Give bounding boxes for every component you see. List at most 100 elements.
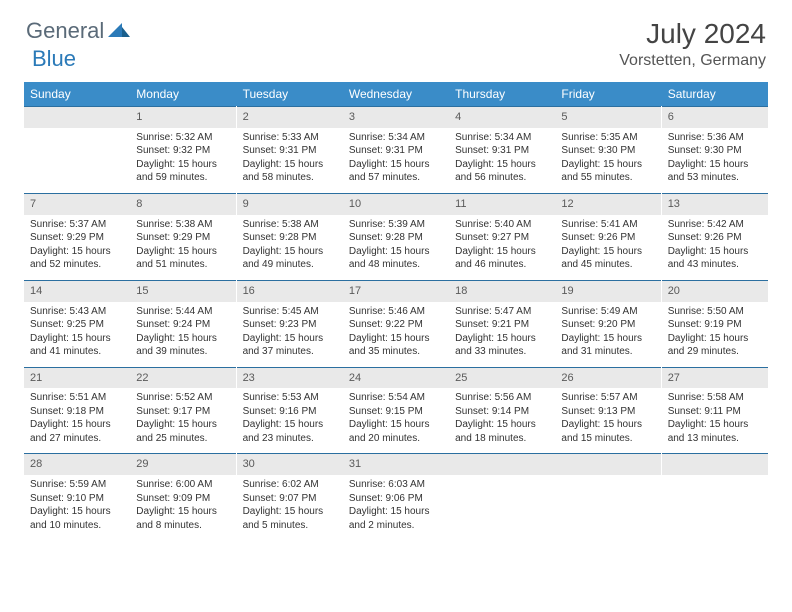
- sunrise-text: Sunrise: 5:53 AM: [243, 391, 337, 405]
- day-data: [662, 475, 768, 531]
- sunset-text: Sunset: 9:22 PM: [349, 318, 443, 332]
- day-cell: [449, 453, 555, 540]
- dayhead-wed: Wednesday: [343, 82, 449, 106]
- day-data: Sunrise: 5:34 AMSunset: 9:31 PMDaylight:…: [449, 128, 555, 193]
- week-row: 21Sunrise: 5:51 AMSunset: 9:18 PMDayligh…: [24, 367, 768, 454]
- day-data: Sunrise: 6:03 AMSunset: 9:06 PMDaylight:…: [343, 475, 449, 540]
- sunrise-text: Sunrise: 5:37 AM: [30, 218, 124, 232]
- day-number: 12: [555, 193, 661, 215]
- day-data: Sunrise: 5:40 AMSunset: 9:27 PMDaylight:…: [449, 215, 555, 280]
- day-number: 6: [662, 106, 768, 128]
- sunset-text: Sunset: 9:13 PM: [561, 405, 655, 419]
- day-cell: 30Sunrise: 6:02 AMSunset: 9:07 PMDayligh…: [237, 453, 343, 540]
- day-cell: [555, 453, 661, 540]
- sunrise-text: Sunrise: 5:59 AM: [30, 478, 124, 492]
- sunrise-text: Sunrise: 5:35 AM: [561, 131, 655, 145]
- sunrise-text: Sunrise: 5:58 AM: [668, 391, 762, 405]
- day-cell: 7Sunrise: 5:37 AMSunset: 9:29 PMDaylight…: [24, 193, 130, 280]
- sunset-text: Sunset: 9:06 PM: [349, 492, 443, 506]
- sunrise-text: Sunrise: 5:56 AM: [455, 391, 549, 405]
- day-data: [555, 475, 661, 531]
- sunset-text: Sunset: 9:11 PM: [668, 405, 762, 419]
- day-number: 8: [130, 193, 236, 215]
- week-row: 28Sunrise: 5:59 AMSunset: 9:10 PMDayligh…: [24, 453, 768, 540]
- day-data: Sunrise: 5:42 AMSunset: 9:26 PMDaylight:…: [662, 215, 768, 280]
- sunset-text: Sunset: 9:09 PM: [136, 492, 230, 506]
- sunset-text: Sunset: 9:14 PM: [455, 405, 549, 419]
- sunrise-text: Sunrise: 5:50 AM: [668, 305, 762, 319]
- day-cell: 28Sunrise: 5:59 AMSunset: 9:10 PMDayligh…: [24, 453, 130, 540]
- sunset-text: Sunset: 9:31 PM: [455, 144, 549, 158]
- sunrise-text: Sunrise: 5:51 AM: [30, 391, 124, 405]
- day-data: [24, 128, 130, 184]
- day-cell: 9Sunrise: 5:38 AMSunset: 9:28 PMDaylight…: [237, 193, 343, 280]
- sunset-text: Sunset: 9:26 PM: [668, 231, 762, 245]
- daylight-text: Daylight: 15 hours and 56 minutes.: [455, 158, 549, 185]
- day-cell: 6Sunrise: 5:36 AMSunset: 9:30 PMDaylight…: [662, 106, 768, 193]
- logo-text-2: Blue: [32, 46, 76, 72]
- daylight-text: Daylight: 15 hours and 8 minutes.: [136, 505, 230, 532]
- daylight-text: Daylight: 15 hours and 57 minutes.: [349, 158, 443, 185]
- day-data: Sunrise: 5:32 AMSunset: 9:32 PMDaylight:…: [130, 128, 236, 193]
- sunrise-text: Sunrise: 5:54 AM: [349, 391, 443, 405]
- day-cell: 11Sunrise: 5:40 AMSunset: 9:27 PMDayligh…: [449, 193, 555, 280]
- sunrise-text: Sunrise: 5:45 AM: [243, 305, 337, 319]
- day-cell: 18Sunrise: 5:47 AMSunset: 9:21 PMDayligh…: [449, 280, 555, 367]
- daylight-text: Daylight: 15 hours and 35 minutes.: [349, 332, 443, 359]
- day-data: Sunrise: 5:43 AMSunset: 9:25 PMDaylight:…: [24, 302, 130, 367]
- sunset-text: Sunset: 9:26 PM: [561, 231, 655, 245]
- sunrise-text: Sunrise: 5:40 AM: [455, 218, 549, 232]
- daylight-text: Daylight: 15 hours and 25 minutes.: [136, 418, 230, 445]
- sunset-text: Sunset: 9:21 PM: [455, 318, 549, 332]
- sunset-text: Sunset: 9:15 PM: [349, 405, 443, 419]
- location: Vorstetten, Germany: [619, 52, 766, 70]
- day-data: Sunrise: 5:35 AMSunset: 9:30 PMDaylight:…: [555, 128, 661, 193]
- day-data: Sunrise: 5:37 AMSunset: 9:29 PMDaylight:…: [24, 215, 130, 280]
- dayhead-sat: Saturday: [662, 82, 768, 106]
- sunset-text: Sunset: 9:31 PM: [349, 144, 443, 158]
- sunrise-text: Sunrise: 5:36 AM: [668, 131, 762, 145]
- daylight-text: Daylight: 15 hours and 5 minutes.: [243, 505, 337, 532]
- daylight-text: Daylight: 15 hours and 53 minutes.: [668, 158, 762, 185]
- day-number: 16: [237, 280, 343, 302]
- day-number: 3: [343, 106, 449, 128]
- sunrise-text: Sunrise: 5:43 AM: [30, 305, 124, 319]
- daylight-text: Daylight: 15 hours and 20 minutes.: [349, 418, 443, 445]
- day-cell: 20Sunrise: 5:50 AMSunset: 9:19 PMDayligh…: [662, 280, 768, 367]
- day-number: 9: [237, 193, 343, 215]
- day-number: 14: [24, 280, 130, 302]
- daylight-text: Daylight: 15 hours and 51 minutes.: [136, 245, 230, 272]
- day-cell: [662, 453, 768, 540]
- daylight-text: Daylight: 15 hours and 49 minutes.: [243, 245, 337, 272]
- sunset-text: Sunset: 9:23 PM: [243, 318, 337, 332]
- sunrise-text: Sunrise: 5:42 AM: [668, 218, 762, 232]
- sunrise-text: Sunrise: 5:34 AM: [455, 131, 549, 145]
- sunset-text: Sunset: 9:29 PM: [30, 231, 124, 245]
- sunrise-text: Sunrise: 5:38 AM: [136, 218, 230, 232]
- sunset-text: Sunset: 9:20 PM: [561, 318, 655, 332]
- sunset-text: Sunset: 9:25 PM: [30, 318, 124, 332]
- sunrise-text: Sunrise: 5:33 AM: [243, 131, 337, 145]
- day-data: Sunrise: 6:02 AMSunset: 9:07 PMDaylight:…: [237, 475, 343, 540]
- week-row: 14Sunrise: 5:43 AMSunset: 9:25 PMDayligh…: [24, 280, 768, 367]
- sunrise-text: Sunrise: 6:03 AM: [349, 478, 443, 492]
- sunrise-text: Sunrise: 5:38 AM: [243, 218, 337, 232]
- day-data: Sunrise: 5:54 AMSunset: 9:15 PMDaylight:…: [343, 388, 449, 453]
- day-cell: 10Sunrise: 5:39 AMSunset: 9:28 PMDayligh…: [343, 193, 449, 280]
- day-number: 27: [662, 367, 768, 389]
- sunset-text: Sunset: 9:07 PM: [243, 492, 337, 506]
- day-number: 15: [130, 280, 236, 302]
- day-number: [662, 453, 768, 475]
- sunrise-text: Sunrise: 5:34 AM: [349, 131, 443, 145]
- day-number: 25: [449, 367, 555, 389]
- day-data: Sunrise: 5:38 AMSunset: 9:29 PMDaylight:…: [130, 215, 236, 280]
- day-header-row: Sunday Monday Tuesday Wednesday Thursday…: [24, 82, 768, 106]
- day-data: Sunrise: 5:57 AMSunset: 9:13 PMDaylight:…: [555, 388, 661, 453]
- day-number: 21: [24, 367, 130, 389]
- day-cell: 2Sunrise: 5:33 AMSunset: 9:31 PMDaylight…: [237, 106, 343, 193]
- day-data: Sunrise: 5:53 AMSunset: 9:16 PMDaylight:…: [237, 388, 343, 453]
- day-cell: 8Sunrise: 5:38 AMSunset: 9:29 PMDaylight…: [130, 193, 236, 280]
- daylight-text: Daylight: 15 hours and 59 minutes.: [136, 158, 230, 185]
- sunrise-text: Sunrise: 5:49 AM: [561, 305, 655, 319]
- sunrise-text: Sunrise: 5:44 AM: [136, 305, 230, 319]
